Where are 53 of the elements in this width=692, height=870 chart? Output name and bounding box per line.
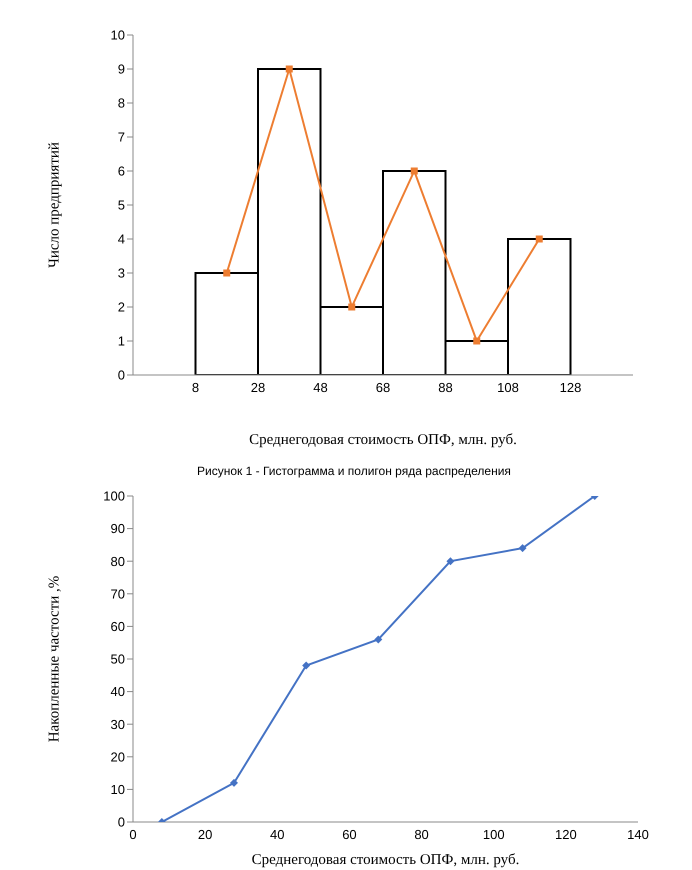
- y-tick-label: 9: [118, 62, 125, 77]
- y-tick-label: 30: [110, 716, 125, 732]
- x-tick-label: 40: [270, 827, 285, 842]
- point: [518, 544, 527, 552]
- y-tick-label: 70: [110, 586, 125, 602]
- y-tick-label: 7: [118, 130, 125, 145]
- point: [302, 662, 310, 670]
- y-tick-label: 0: [118, 368, 125, 383]
- x-tick-label: 108: [497, 380, 519, 396]
- x-tick-label: 88: [438, 380, 453, 396]
- y-tick-label: 60: [110, 619, 125, 634]
- y-tick-label: 2: [118, 300, 125, 315]
- x-tick-label: 128: [560, 380, 582, 396]
- point: [410, 168, 418, 174]
- point: [230, 778, 238, 787]
- x-tick-label: 100: [482, 827, 505, 842]
- y-tick-label: 0: [118, 814, 125, 830]
- x-axis-title: Среднегодовая стоимость ОПФ, млн. руб.: [249, 432, 517, 448]
- y-tick-label: 40: [110, 684, 125, 700]
- point: [286, 66, 293, 72]
- y-tick-label: 5: [118, 198, 125, 213]
- y-tick-label: 20: [110, 749, 125, 764]
- y-tick-label: 8: [118, 96, 125, 111]
- point: [536, 236, 543, 242]
- y-tick-label: 10: [110, 782, 125, 798]
- y-axis-title: Число предприятий: [46, 142, 62, 268]
- text: Рисунок 1 - Гистограмма и полигон ряда распределения: [196, 464, 512, 478]
- x-tick-label: 120: [555, 827, 577, 842]
- y-tick-label: 80: [110, 554, 125, 569]
- y-tick-label: 10: [110, 28, 125, 43]
- y-tick-label: 50: [110, 652, 125, 667]
- point: [348, 304, 356, 310]
- y-tick-label: 6: [118, 164, 125, 179]
- y-tick-label: 1: [118, 334, 125, 349]
- y-tick-label: 4: [118, 232, 125, 247]
- x-tick-label: 140: [627, 827, 649, 842]
- x-tick-label: 60: [342, 827, 357, 842]
- point: [374, 635, 382, 644]
- x-tick-label: 48: [313, 380, 328, 396]
- x-tick-label: 28: [250, 380, 266, 396]
- x-axis-title: Среднегодовая стоимость ОПФ, млн. руб.: [252, 852, 520, 868]
- x-tick-label: 8: [192, 380, 200, 396]
- point: [223, 270, 230, 276]
- y-tick-label: 100: [103, 488, 125, 504]
- point: [446, 557, 454, 566]
- x-tick-label: 0: [129, 827, 137, 842]
- point: [473, 338, 480, 344]
- y-axis-title: Накопленные частости ,%: [46, 576, 62, 742]
- y-tick-label: 90: [110, 521, 125, 536]
- x-tick-label: 20: [198, 827, 212, 842]
- x-tick-label: 80: [414, 827, 429, 842]
- x-tick-label: 68: [376, 380, 390, 396]
- y-tick-label: 3: [118, 266, 125, 281]
